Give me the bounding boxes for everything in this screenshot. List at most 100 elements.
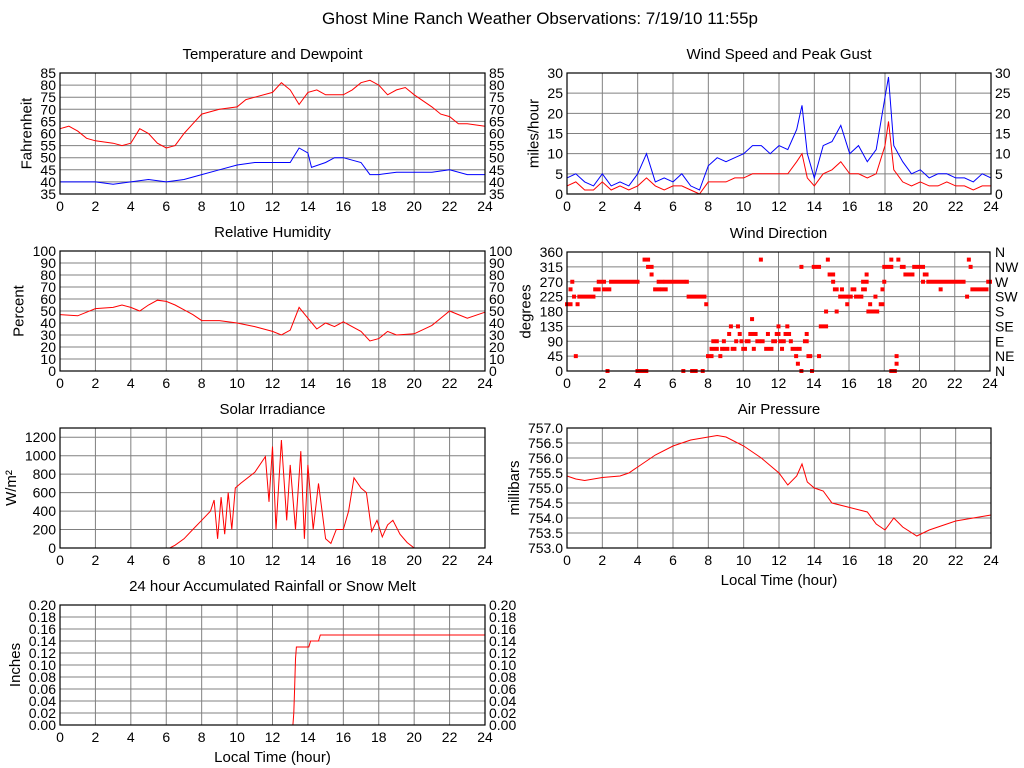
direction-point: [882, 264, 894, 269]
x-tick-label: 0: [56, 198, 64, 214]
y-tick-label-right: 0: [489, 363, 497, 379]
y-tick-label-right: 0.04: [489, 693, 516, 709]
direction-point: [721, 339, 726, 344]
x-tick-label: 12: [771, 198, 787, 214]
y-tick-label: 0.04: [29, 693, 56, 709]
chart-title: Relative Humidity: [214, 224, 331, 241]
x-tick-label: 6: [669, 198, 677, 214]
direction-point: [880, 287, 885, 292]
direction-point: [839, 287, 844, 292]
x-tick-label: 10: [736, 198, 752, 214]
x-tick-label: 20: [406, 552, 422, 568]
compass-tick-label: W: [995, 274, 1009, 290]
x-tick-label: 10: [736, 552, 752, 568]
rain-chart: 24 hour Accumulated Rainfall or Snow Mel…: [7, 578, 517, 766]
direction-point: [744, 339, 751, 344]
y-tick-label: 180: [540, 304, 564, 320]
plot-frame: [59, 72, 486, 195]
y-tick-label-right: 0.06: [489, 681, 516, 697]
x-tick-label: 24: [983, 552, 999, 568]
x-tick-label: 12: [265, 552, 281, 568]
x-tick-label: 22: [442, 552, 458, 568]
direction-point: [760, 339, 765, 344]
direction-point: [653, 287, 661, 292]
series-line-dewpoint: [60, 147, 485, 185]
x-tick-label: 20: [406, 198, 422, 214]
y-tick-label-right: 50: [489, 303, 505, 319]
direction-point: [825, 257, 830, 262]
series-line-relative-humidity: [59, 299, 486, 342]
y-tick-label: 200: [33, 522, 57, 538]
compass-tick-label: SW: [995, 289, 1018, 305]
x-tick-label: 6: [162, 375, 170, 391]
plot-frame: [566, 251, 991, 372]
direction-point: [866, 309, 880, 314]
x-tick-label: 4: [127, 729, 135, 745]
y-tick-label: 754.5: [528, 495, 563, 511]
direction-point: [765, 331, 770, 336]
direction-point: [711, 339, 716, 344]
direction-point: [864, 272, 869, 277]
chart-title: 24 hour Accumulated Rainfall or Snow Mel…: [129, 578, 417, 595]
direction-point: [572, 294, 577, 299]
y-tick-label: 45: [547, 348, 563, 364]
y-tick-label: 50: [40, 303, 56, 319]
y-tick-label: 30: [547, 65, 563, 81]
y-tick-label-right: 85: [489, 65, 505, 81]
direction-point: [593, 287, 601, 292]
y-tick-label-right: 50: [489, 150, 505, 166]
y-tick-label: 315: [540, 259, 564, 275]
plot-frame: [59, 250, 486, 372]
x-tick-label: 18: [371, 375, 387, 391]
direction-point: [709, 346, 719, 351]
direction-point: [861, 279, 869, 284]
direction-point: [781, 339, 786, 344]
y-tick-label: 85: [40, 65, 56, 81]
x-tick-label: 4: [127, 198, 135, 214]
direction-point: [573, 354, 578, 359]
y-tick-label-right: 100: [489, 243, 513, 259]
x-tick-label: 2: [598, 552, 606, 568]
y-tick-label: 0: [48, 363, 56, 379]
direction-point: [734, 339, 739, 344]
direction-point: [570, 279, 575, 284]
direction-point: [847, 294, 853, 299]
y-tick-label: 754.0: [528, 510, 563, 526]
direction-point: [873, 294, 878, 299]
plot-frame: [59, 604, 486, 726]
x-tick-label: 22: [948, 552, 964, 568]
direction-point: [577, 294, 596, 299]
series-line-rainfall: [60, 634, 485, 726]
x-tick-label: 4: [634, 375, 642, 391]
y-tick-label: 80: [40, 267, 56, 283]
x-tick-label: 20: [912, 375, 928, 391]
x-tick-label: 14: [806, 375, 822, 391]
y-tick-label: 40: [40, 315, 56, 331]
direction-point: [926, 279, 966, 284]
direction-point: [832, 287, 839, 292]
chart-title: Solar Irradiance: [220, 401, 326, 418]
direction-point: [788, 339, 793, 344]
x-tick-label: 24: [982, 375, 998, 391]
y-tick-label: 40: [40, 174, 56, 190]
y-tick-label-right: 0.18: [489, 609, 516, 625]
y-tick-label: 756.5: [528, 435, 563, 451]
x-tick-label: 14: [300, 198, 316, 214]
direction-point: [706, 354, 714, 359]
y-tick-label-right: 0.08: [489, 669, 516, 685]
y-tick-label-right: 0.16: [489, 621, 516, 637]
x-tick-label: 8: [704, 375, 712, 391]
y-tick-label: 0.12: [29, 645, 56, 661]
y-tick-label-right: 70: [489, 101, 505, 117]
direction-point: [596, 279, 607, 284]
y-tick-label-right: 70: [489, 279, 505, 295]
y-tick-label: 753.0: [528, 540, 563, 556]
direction-point: [748, 331, 755, 336]
y-tick-label-right: 10: [995, 146, 1011, 162]
compass-tick-label: NE: [995, 348, 1014, 364]
direction-point: [771, 339, 777, 344]
y-tick-label: 756.0: [528, 450, 563, 466]
y-axis-label: miles/hour: [525, 99, 542, 168]
direction-point: [660, 287, 668, 292]
